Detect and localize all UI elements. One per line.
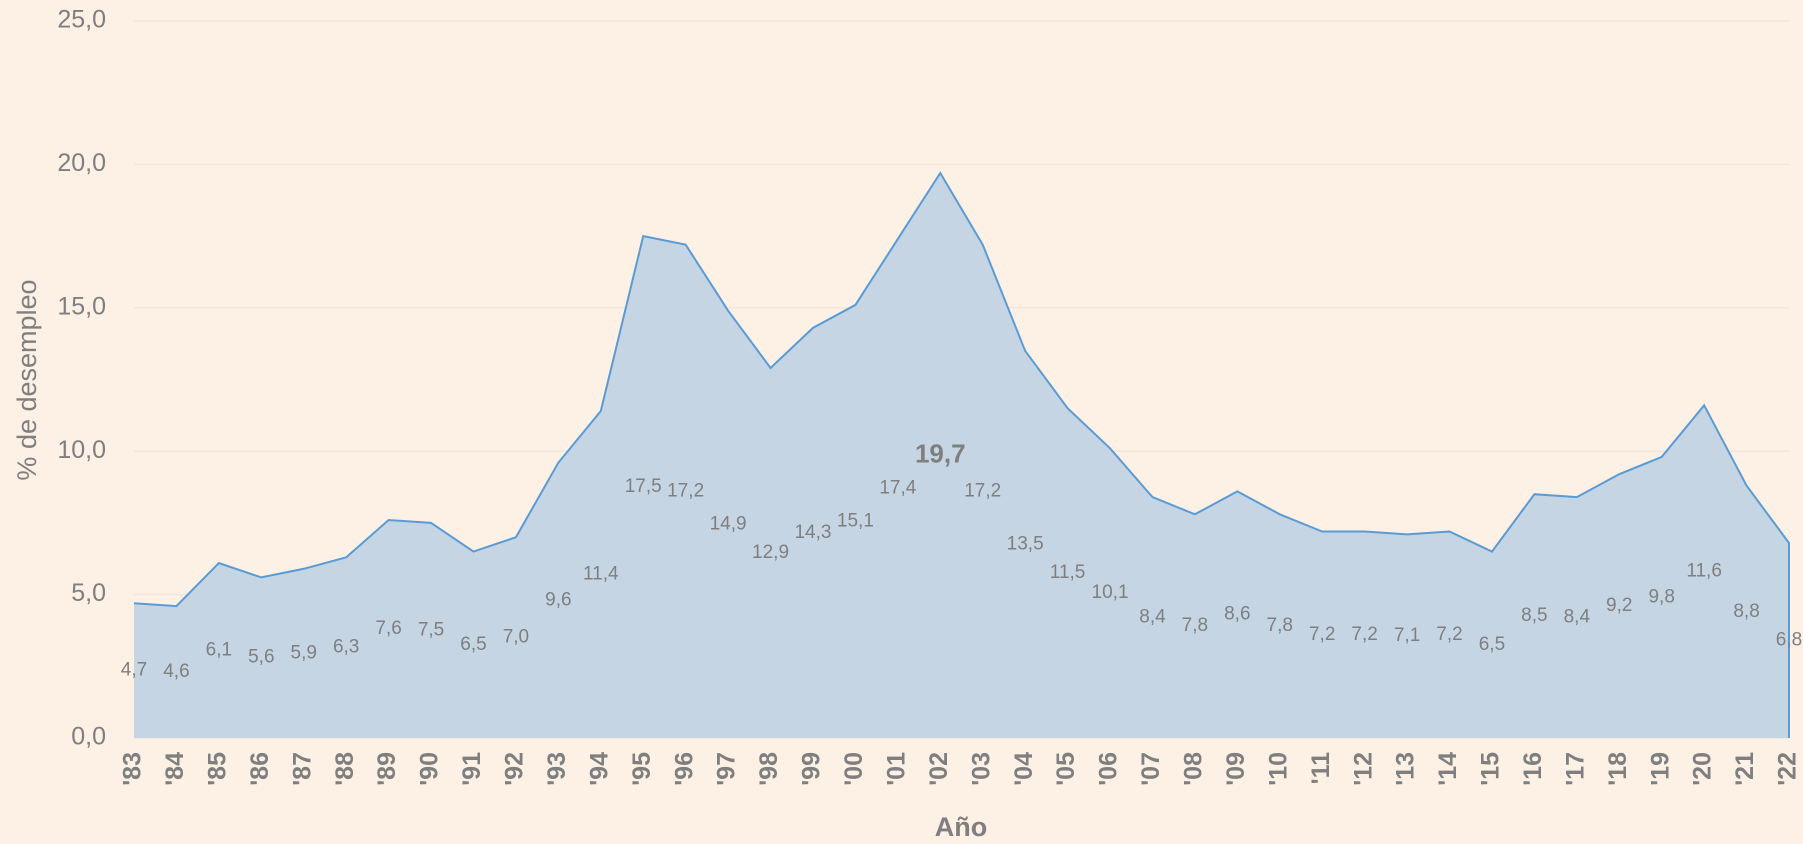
data-label: 5,6: [248, 647, 274, 668]
x-tick-label: '18: [1604, 752, 1632, 786]
data-label: 6,5: [1479, 634, 1505, 655]
y-tick-label: 20,0: [57, 149, 106, 177]
y-tick-label: 10,0: [57, 436, 106, 464]
x-tick-label: '84: [161, 752, 189, 786]
data-label: 11,4: [583, 564, 619, 585]
x-tick-label: '13: [1392, 752, 1420, 786]
data-label: 7,5: [418, 619, 444, 640]
x-axis-title: Año: [935, 812, 987, 842]
x-tick-label: '95: [628, 752, 656, 786]
data-label: 8,4: [1564, 607, 1591, 628]
x-tick-label: '01: [882, 752, 910, 786]
x-tick-label: '89: [373, 752, 401, 786]
x-tick-label: '16: [1519, 752, 1547, 786]
x-tick-label: '20: [1689, 752, 1717, 786]
x-tick-label: '04: [1010, 752, 1038, 786]
x-tick-label: '86: [246, 752, 274, 786]
x-tick-label: '09: [1222, 752, 1250, 786]
data-label: 8,5: [1521, 605, 1547, 626]
x-tick-label: '05: [1052, 752, 1080, 786]
area: [134, 173, 1789, 738]
data-label: 9,8: [1648, 586, 1674, 607]
data-label: 13,5: [1007, 533, 1044, 554]
data-label: 14,3: [794, 522, 831, 543]
x-tick-label: '87: [288, 752, 316, 786]
x-tick-label: '96: [670, 752, 698, 786]
x-tick-label: '08: [1180, 752, 1208, 786]
data-label: 11,5: [1050, 562, 1086, 583]
x-tick-label: '22: [1774, 752, 1802, 786]
data-label: 17,2: [667, 480, 704, 501]
data-label: 6,1: [206, 640, 232, 661]
x-tick-label: '17: [1561, 752, 1589, 786]
x-tick-label: '15: [1477, 752, 1505, 786]
x-tick-label: '91: [458, 752, 486, 786]
data-label: 7,1: [1394, 625, 1420, 646]
x-tick-label: '07: [1137, 752, 1165, 786]
x-tick-label: '97: [713, 752, 741, 786]
data-label: 9,2: [1606, 595, 1632, 616]
data-label: 17,4: [879, 477, 916, 498]
data-label: 8,8: [1733, 601, 1759, 622]
x-tick-label: '11: [1307, 752, 1335, 784]
y-axis-title: % de desempleo: [12, 279, 42, 480]
data-label: 17,2: [964, 480, 1001, 501]
x-tick-label: '03: [967, 752, 995, 786]
data-label: 17,5: [625, 476, 662, 497]
y-tick-label: 15,0: [57, 292, 106, 320]
y-tick-label: 25,0: [57, 6, 106, 34]
data-label: 10,1: [1092, 582, 1129, 603]
x-tick-label: '21: [1731, 752, 1759, 786]
data-label: 6,5: [460, 634, 486, 655]
data-label: 7,2: [1309, 624, 1335, 645]
x-tick-label: '12: [1349, 752, 1377, 786]
x-tick-label: '06: [1095, 752, 1123, 786]
data-label: 7,2: [1436, 624, 1462, 645]
x-tick-label: '83: [119, 752, 147, 786]
y-tick-label: 5,0: [71, 579, 106, 607]
data-label: 7,8: [1267, 615, 1293, 636]
x-tick-label: '85: [203, 752, 231, 786]
data-label: 9,6: [545, 589, 571, 610]
line: [133, 171, 1790, 738]
x-tick-label: '90: [416, 752, 444, 786]
data-label: 8,6: [1224, 604, 1250, 625]
data-label: 7,6: [375, 618, 401, 639]
y-tick-label: 0,0: [71, 723, 106, 751]
x-tick-label: '14: [1434, 752, 1462, 786]
x-tick-label: '98: [755, 752, 783, 786]
x-tick-label: '94: [585, 752, 613, 786]
data-label: 19,7: [915, 438, 966, 468]
data-label: 7,8: [1182, 615, 1208, 636]
x-tick-label: '99: [798, 752, 826, 786]
data-label: 15,1: [837, 510, 874, 531]
data-label: 6,3: [333, 637, 359, 658]
data-label: 7,0: [503, 627, 529, 648]
x-tick-label: '92: [501, 752, 529, 786]
data-label: 5,9: [291, 642, 317, 663]
x-tick-label: '93: [543, 752, 571, 786]
data-label: 11,6: [1686, 561, 1722, 582]
data-label: 6,8: [1776, 630, 1802, 651]
x-tick-label: '10: [1264, 752, 1292, 786]
data-label: 14,9: [710, 513, 747, 534]
data-label: 4,7: [121, 660, 147, 681]
x-tick-label: '00: [840, 752, 868, 786]
data-label: 8,4: [1139, 607, 1166, 628]
data-label: 7,2: [1351, 624, 1377, 645]
x-tick-label: '88: [331, 752, 359, 786]
x-tick-label: '02: [925, 752, 953, 786]
x-tick-label: '19: [1646, 752, 1674, 786]
data-label: 4,6: [163, 661, 189, 682]
data-label: 12,9: [752, 542, 789, 563]
